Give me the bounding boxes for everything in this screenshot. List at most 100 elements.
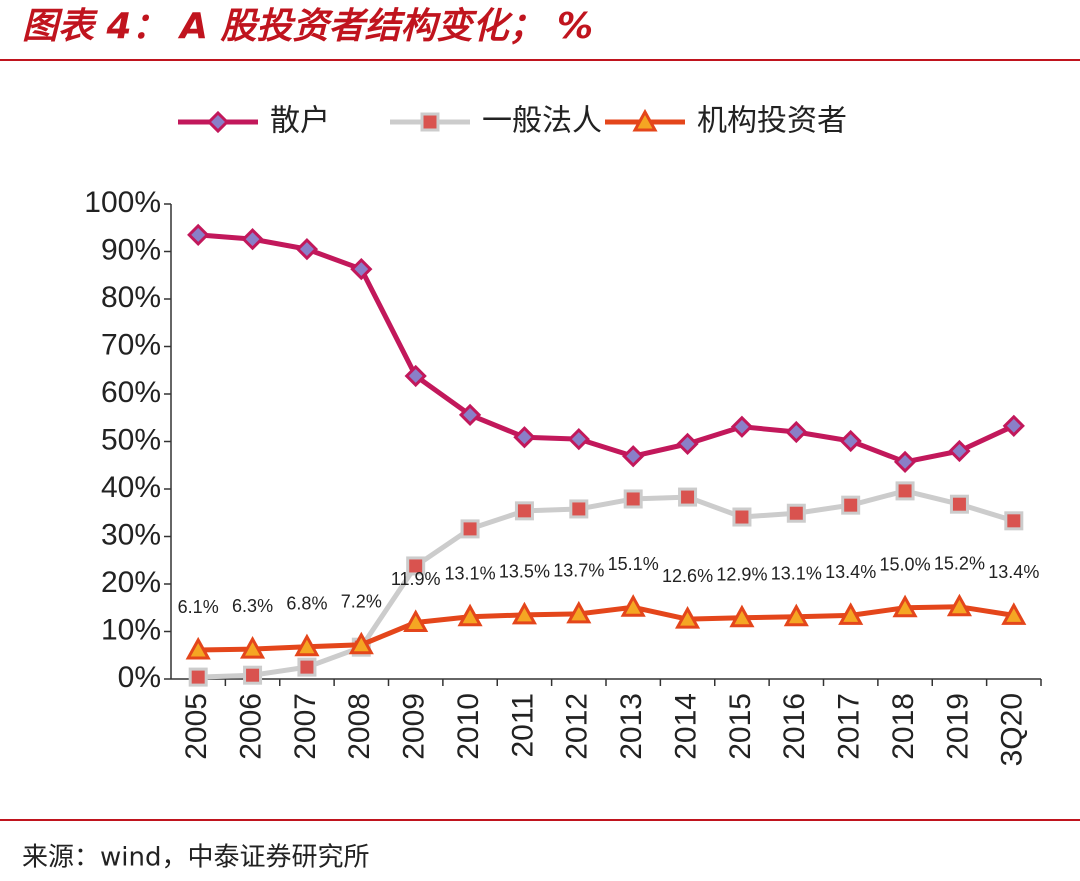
x-tick-label: 2018 <box>887 693 920 760</box>
x-tick-label: 2007 <box>289 693 322 760</box>
point-marker <box>297 657 317 677</box>
point-marker <box>566 600 592 624</box>
y-tick-label: 100% <box>84 186 161 219</box>
y-tick-label: 0% <box>118 661 161 694</box>
point-marker <box>838 602 864 625</box>
point-marker <box>348 631 374 655</box>
point-marker <box>678 487 698 507</box>
point-marker <box>404 364 427 388</box>
y-tick-label: 60% <box>101 376 161 409</box>
x-tick-label: 3Q20 <box>996 693 1029 766</box>
series-line <box>198 488 1015 680</box>
point-marker <box>350 257 373 281</box>
source-note: 来源：wind，中泰证券研究所 <box>22 843 369 873</box>
point-marker <box>294 633 320 657</box>
series-line <box>198 604 1015 653</box>
data-label: 11.9% <box>391 569 441 589</box>
data-label: 6.1% <box>178 597 219 617</box>
data-label: 15.1% <box>608 554 659 574</box>
x-tick-label: 2006 <box>234 693 267 760</box>
legend-marker <box>420 112 440 132</box>
point-marker <box>946 593 972 617</box>
data-label: 13.7% <box>553 561 604 581</box>
legend-label: 机构投资者 <box>697 104 847 139</box>
data-label: 12.9% <box>716 564 767 584</box>
x-tick-label: 2009 <box>398 693 431 760</box>
data-label: 7.2% <box>341 592 382 612</box>
data-label: 6.8% <box>286 593 327 613</box>
point-marker <box>511 601 537 625</box>
point-marker <box>948 439 971 463</box>
point-marker <box>457 603 483 627</box>
x-tick-label: 2008 <box>343 693 376 760</box>
point-marker <box>732 507 752 527</box>
x-tick-label: 2011 <box>506 693 539 758</box>
data-label: 15.0% <box>880 555 931 575</box>
y-tick-label: 30% <box>101 518 161 551</box>
data-label: 6.3% <box>232 596 273 616</box>
data-label: 13.4% <box>988 562 1039 582</box>
legend-marker <box>206 110 230 134</box>
point-marker <box>729 604 755 628</box>
point-marker <box>185 636 211 660</box>
y-tick-label: 70% <box>101 328 161 361</box>
point-marker <box>895 481 915 501</box>
point-marker <box>460 519 480 539</box>
point-marker <box>892 594 918 618</box>
data-label: 13.1% <box>445 564 496 584</box>
point-marker <box>1001 602 1027 625</box>
point-marker <box>458 403 482 427</box>
point-marker <box>620 594 646 617</box>
point-marker <box>675 606 701 629</box>
y-tick-label: 40% <box>101 471 161 504</box>
series-line <box>197 232 1015 465</box>
chart-title: 图表 4： A 股投资者结构变化； % <box>22 6 593 47</box>
point-marker <box>676 432 699 455</box>
point-marker <box>243 665 263 685</box>
point-marker <box>188 667 208 687</box>
x-tick-label: 2005 <box>180 693 213 760</box>
x-tick-label: 2010 <box>452 693 485 760</box>
y-tick-label: 90% <box>101 233 161 266</box>
point-marker <box>1004 511 1024 531</box>
x-tick-label: 2012 <box>561 693 594 760</box>
data-label: 13.5% <box>499 562 550 582</box>
point-marker <box>949 494 969 514</box>
x-tick-label: 2015 <box>724 693 757 760</box>
x-tick-label: 2013 <box>615 693 648 760</box>
point-marker <box>240 635 266 659</box>
point-marker <box>785 420 808 444</box>
y-tick-label: 50% <box>101 423 161 456</box>
data-label: 13.4% <box>825 562 876 582</box>
point-marker <box>513 426 536 449</box>
y-tick-label: 80% <box>101 281 161 314</box>
point-marker <box>622 445 645 468</box>
x-tick-label: 2019 <box>941 693 974 760</box>
point-marker <box>730 415 754 438</box>
x-tick-label: 2016 <box>778 693 811 760</box>
point-marker <box>241 228 264 251</box>
point-marker <box>839 429 862 453</box>
point-marker <box>783 603 809 627</box>
legend-label: 一般法人 <box>482 104 602 139</box>
point-marker <box>623 489 643 509</box>
legend-marker <box>632 108 658 132</box>
point-marker <box>295 238 319 261</box>
point-marker <box>403 609 429 632</box>
y-tick-label: 10% <box>101 613 161 646</box>
point-marker <box>893 450 917 474</box>
point-marker <box>514 501 534 521</box>
y-tick-label: 20% <box>101 566 161 599</box>
point-marker <box>569 499 589 519</box>
data-label: 13.1% <box>771 564 822 584</box>
data-label: 12.6% <box>662 566 713 586</box>
point-marker <box>1002 414 1025 437</box>
point-marker <box>786 503 806 523</box>
point-marker <box>187 223 210 246</box>
point-marker <box>406 556 426 576</box>
legend-label: 散户 <box>270 104 330 139</box>
point-marker <box>567 428 590 451</box>
x-tick-label: 2017 <box>833 693 866 760</box>
